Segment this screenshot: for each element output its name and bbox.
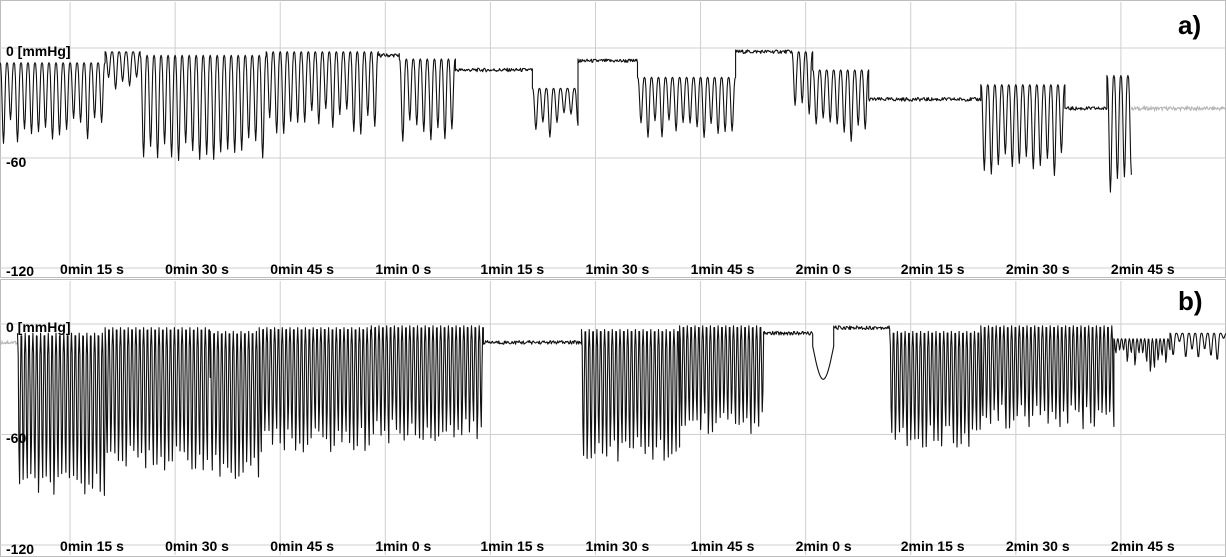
x-tick-label: 0min 45 s: [270, 261, 334, 277]
x-tick-label: 1min 15 s: [480, 261, 544, 277]
x-tick-label: 1min 0 s: [375, 538, 431, 554]
x-tick-label: 2min 15 s: [901, 538, 965, 554]
x-tick-label: 2min 30 s: [1006, 261, 1070, 277]
x-tick-label: 2min 45 s: [1111, 261, 1175, 277]
x-tick-label: 1min 30 s: [585, 261, 649, 277]
y-tick-label-60: -60: [6, 430, 26, 446]
pressure-trace-faded-line: [0, 339, 18, 346]
x-tick-label: 2min 15 s: [901, 261, 965, 277]
pressure-trace-line: [16, 325, 1226, 496]
panel-label: b): [1178, 286, 1203, 316]
y-tick-label-0: 0 [mmHg]: [6, 319, 71, 335]
y-tick-label-120: -120: [6, 263, 34, 278]
x-tick-label: 2min 0 s: [796, 538, 852, 554]
panel-label: a): [1178, 10, 1201, 40]
x-tick-label: 0min 30 s: [165, 261, 229, 277]
x-tick-label: 0min 30 s: [165, 538, 229, 554]
grid-lines: [0, 2, 1226, 276]
x-tick-label: 0min 45 s: [270, 538, 334, 554]
x-tick-label: 2min 0 s: [796, 261, 852, 277]
x-tick-label: 1min 30 s: [585, 538, 649, 554]
y-tick-label-60: -60: [6, 154, 26, 170]
y-tick-label-120: -120: [6, 541, 34, 557]
x-tick-label: 1min 45 s: [691, 538, 755, 554]
pressure-trace: [0, 325, 1226, 496]
pressure-trace: [0, 49, 1226, 193]
x-tick-labels: 0min 15 s 0min 30 s 0min 45 s 1min 0 s 1min …: [60, 261, 1175, 277]
pressure-trace-faded-line: [1130, 104, 1226, 113]
x-tick-label: 0min 15 s: [60, 261, 124, 277]
x-tick-label: 1min 15 s: [480, 538, 544, 554]
x-tick-label: 2min 30 s: [1006, 538, 1070, 554]
x-tick-labels: 0min 15 s 0min 30 s 0min 45 s 1min 0 s 1min …: [60, 538, 1175, 554]
x-tick-label: 0min 15 s: [60, 538, 124, 554]
pressure-trace-line: [0, 49, 1132, 193]
x-tick-label: 1min 45 s: [691, 261, 755, 277]
x-tick-label: 1min 0 s: [375, 261, 431, 277]
y-tick-label-0: 0 [mmHg]: [6, 43, 71, 59]
x-tick-label: 2min 45 s: [1111, 538, 1175, 554]
